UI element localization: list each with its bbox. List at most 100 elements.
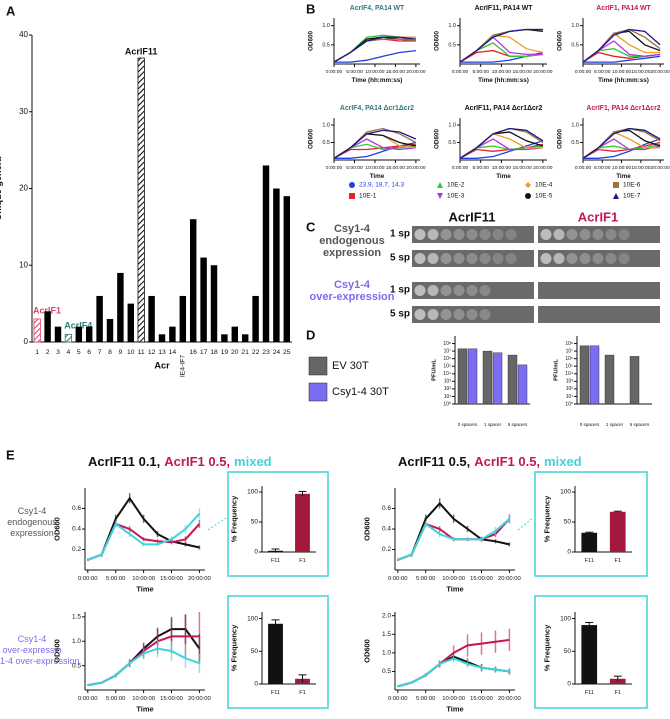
series-line [583,55,661,63]
legend-marker [437,193,443,199]
chart-title: AcrIF4, PA14 Δcr1Δcr2 [340,105,414,112]
y-tick-label: 0.6 [72,505,81,512]
bar [96,295,103,342]
plaque-spot [414,229,426,240]
row-label: 5 sp [390,309,410,320]
plaque-spot [579,229,591,240]
x-axis-label: Time [370,173,385,180]
y-axis-label: % Frequency [230,495,239,542]
x-tick-label: 15:00:00 [631,165,650,171]
x-tick-label: F11 [585,558,594,564]
title-part: mixed [234,454,272,469]
y-tick-label: 100 [560,615,571,622]
x-tick-label: 14 [169,349,177,356]
y-tick-label: 10¹ [566,394,574,400]
bar [604,354,615,405]
x-tick-label: 5:00:00 [594,165,611,171]
x-tick-label: 10:00:00 [365,165,384,171]
series-line [87,522,201,561]
series-line [459,143,544,159]
y-tick-label: 0.2 [72,546,81,553]
plaque-spot [592,253,604,264]
y-axis-label: OD600 [363,517,372,541]
zoom-frame [534,595,648,709]
x-tick-label: 10 [127,349,135,356]
x-tick-label: 9 [119,349,123,356]
x-tick-label: 10:00:00 [492,69,511,75]
legend-swatch [308,356,328,376]
series-line [460,140,544,159]
y-tick-label: 1.0 [571,23,579,29]
series-line [583,138,661,159]
y-tick-label: 100 [560,489,571,496]
y-tick-label: 10⁸ [565,341,573,347]
x-tick-label: 5:00:00 [106,576,126,582]
bar [85,326,93,342]
y-axis-label: PFU/mL [432,359,438,381]
x-axis-label: Time (hh:mm:ss) [352,77,403,84]
bar [189,219,197,342]
x-tick-label: 0:00:00 [575,165,592,171]
plaque-spot [414,253,426,264]
legend-swatch [308,382,328,402]
x-tick-label: 1 spacer [484,422,502,427]
y-tick-label: 0 [24,337,29,346]
series-line [459,133,543,159]
y-tick-label: 30 [19,107,28,116]
bar [158,334,166,342]
group-label: Csy1-4 over-expression [310,279,395,303]
x-tick-label: 24 [273,349,281,356]
y-tick-label: 10⁴ [443,371,451,377]
x-tick-label: 20:00:00 [188,576,211,582]
legend-label: 10E-2 [447,182,465,189]
y-tick-label: 0.5 [322,140,330,146]
bar [169,326,176,342]
y-tick-label: 0.5 [72,662,81,669]
plaque-spot [540,253,552,264]
panel-label: B [306,1,315,16]
y-tick-label: 0.5 [448,140,456,146]
legend-marker [525,193,531,199]
zoom-frame [227,595,329,709]
bar [482,350,493,405]
y-tick-label: 10² [566,386,574,392]
bar [268,623,283,684]
x-tick-label: F11 [585,690,594,696]
y-axis-label: OD600 [434,31,441,51]
panel-label: A [6,3,16,18]
x-tick-label: 5:00:00 [594,69,611,75]
plaque-spot [492,253,504,264]
y-tick-label: 0.4 [382,526,391,533]
bar [609,511,626,552]
x-tick-label: 5:00:00 [106,696,126,702]
panel-label: D [306,327,315,342]
series-line [397,518,511,561]
x-axis-label: Time (hh:mm:ss) [478,77,529,84]
x-tick-label: 0:00:00 [78,696,98,702]
legend-label: EV 30T [332,360,369,372]
x-tick-label: 16 [189,349,197,356]
x-tick-label: 0:00:00 [388,576,408,582]
x-tick-label: F1 [615,690,621,696]
x-tick-label: 3 [56,349,60,356]
plaque-spot [479,229,491,240]
plaque-spot [566,253,578,264]
series-line [582,141,661,159]
bar-annotation: AcrIF1 [33,305,61,315]
y-tick-label: 50 [251,648,259,655]
bar [106,318,114,342]
plaque-spot [466,285,478,296]
bar [117,272,124,342]
y-tick-label: 10⁷ [566,348,574,354]
y-tick-label: 50 [251,519,259,526]
series-line [582,28,661,63]
x-tick-label: 15:00:00 [470,696,493,702]
x-tick-label: 0:00:00 [452,165,469,171]
x-tick-label: F11 [271,558,280,564]
x-axis-label: Acr [154,360,170,370]
x-axis-label: Time (hh:mm:ss) [598,77,649,84]
x-tick-label: 0 spacers [580,422,600,427]
y-axis-label: OD600 [557,129,564,149]
legend-label: Csy1-4 30T [332,386,389,398]
x-tick-label: 15:00:00 [470,576,493,582]
